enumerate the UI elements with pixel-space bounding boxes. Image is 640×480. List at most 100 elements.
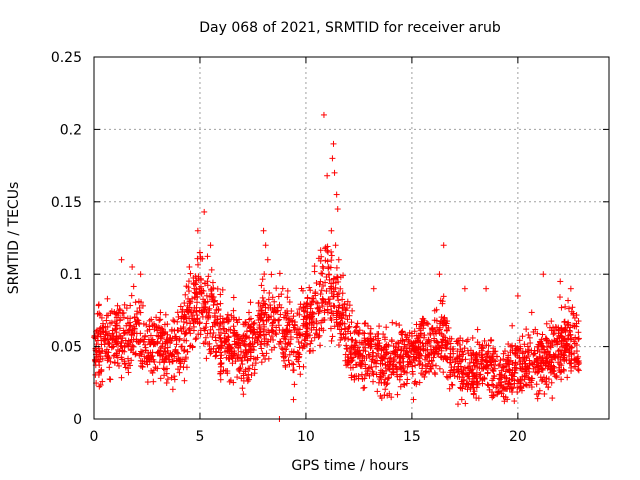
data-point — [301, 301, 308, 308]
data-point — [462, 356, 469, 363]
data-point — [328, 337, 335, 344]
data-point — [353, 361, 360, 368]
data-point — [298, 285, 305, 292]
data-point — [360, 385, 367, 392]
data-point — [230, 307, 237, 314]
data-point — [384, 375, 391, 382]
data-point — [435, 327, 442, 334]
data-point — [96, 383, 103, 390]
data-point — [295, 350, 302, 357]
data-point — [254, 312, 261, 319]
data-point — [519, 333, 526, 340]
data-point — [437, 353, 444, 360]
data-point — [166, 359, 173, 366]
data-point — [521, 341, 528, 348]
data-point — [245, 376, 252, 383]
data-point — [171, 318, 178, 325]
data-point — [567, 328, 574, 335]
data-point — [459, 337, 466, 344]
data-point — [549, 395, 556, 402]
data-point — [412, 362, 419, 369]
data-point — [130, 343, 137, 350]
data-point — [269, 319, 276, 326]
data-point — [390, 343, 397, 350]
data-point — [489, 366, 496, 373]
data-point — [127, 302, 134, 309]
data-point — [459, 348, 466, 355]
data-point — [370, 378, 377, 385]
data-point — [97, 311, 104, 318]
data-point — [458, 396, 465, 403]
data-point — [374, 388, 381, 395]
data-point — [316, 281, 323, 288]
data-point — [269, 294, 276, 301]
data-point — [346, 323, 353, 330]
data-point — [242, 335, 249, 342]
data-point — [427, 331, 434, 338]
data-point — [117, 307, 124, 314]
data-point — [262, 356, 269, 363]
data-point — [162, 311, 169, 318]
data-point — [365, 351, 372, 358]
data-point — [428, 365, 435, 372]
data-point — [241, 341, 248, 348]
data-point — [290, 396, 297, 403]
data-point — [187, 270, 194, 277]
data-point — [258, 359, 265, 366]
data-point — [286, 351, 293, 358]
data-point — [337, 330, 344, 337]
data-point — [348, 319, 355, 326]
data-point — [562, 303, 569, 310]
data-point — [128, 357, 135, 364]
data-point — [144, 379, 151, 386]
data-point — [550, 331, 557, 338]
data-point — [197, 327, 204, 334]
data-point — [388, 394, 395, 401]
data-point — [341, 335, 348, 342]
data-point — [300, 316, 307, 323]
data-point — [192, 290, 199, 297]
data-point — [172, 346, 179, 353]
data-point — [203, 320, 210, 327]
data-point — [558, 304, 565, 311]
data-point — [214, 316, 221, 323]
data-point — [237, 348, 244, 355]
data-point — [219, 315, 226, 322]
data-point — [537, 338, 544, 345]
data-point — [174, 327, 181, 334]
data-point — [337, 320, 344, 327]
data-point — [185, 288, 192, 295]
data-point — [268, 346, 275, 353]
data-point — [575, 335, 582, 342]
data-point — [522, 348, 529, 355]
data-point — [561, 319, 568, 326]
data-point — [419, 345, 426, 352]
data-point — [534, 330, 541, 337]
data-point — [141, 353, 148, 360]
data-point — [387, 358, 394, 365]
data-point — [461, 364, 468, 371]
data-point — [345, 324, 352, 331]
data-point — [134, 308, 141, 315]
data-point — [217, 335, 224, 342]
data-point — [543, 335, 550, 342]
data-point — [500, 356, 507, 363]
data-point — [177, 325, 184, 332]
data-point — [503, 374, 510, 381]
data-point — [98, 314, 105, 321]
data-point — [251, 338, 258, 345]
data-point — [367, 325, 374, 332]
data-point — [121, 348, 128, 355]
data-point — [558, 325, 565, 332]
data-point — [238, 375, 245, 382]
data-point — [362, 320, 369, 327]
data-point — [183, 319, 190, 326]
data-point — [187, 298, 194, 305]
data-point — [139, 302, 146, 309]
data-point — [246, 316, 253, 323]
data-point — [565, 305, 572, 312]
data-point — [157, 316, 164, 323]
data-point — [534, 395, 541, 402]
data-point — [258, 282, 265, 289]
